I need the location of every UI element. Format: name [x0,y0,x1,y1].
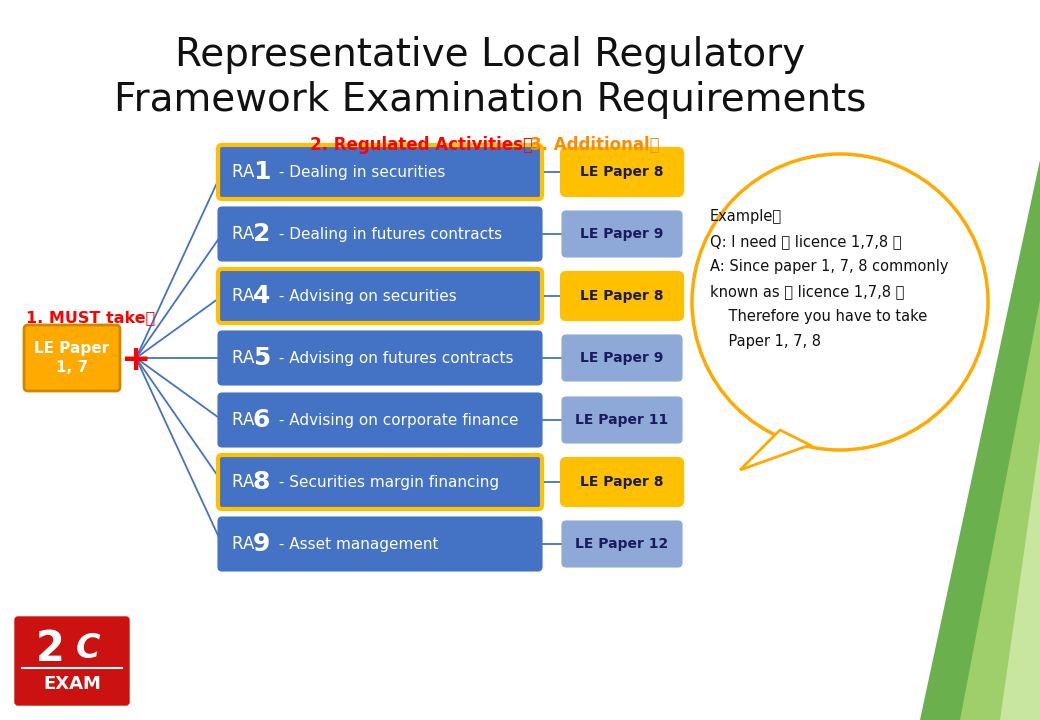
Text: +: + [120,343,151,377]
FancyBboxPatch shape [218,517,542,571]
Text: A: Since paper 1, 7, 8 commonly: A: Since paper 1, 7, 8 commonly [710,258,948,274]
Text: LE Paper 8: LE Paper 8 [580,289,664,303]
Text: LE Paper 12: LE Paper 12 [575,537,669,551]
Polygon shape [920,160,1040,720]
FancyBboxPatch shape [562,459,682,505]
Text: - Dealing in securities: - Dealing in securities [274,164,445,179]
Text: C: C [76,632,101,665]
Polygon shape [740,430,810,470]
Text: RA: RA [232,225,260,243]
Text: RA: RA [232,287,260,305]
Text: 2. Regulated Activities：: 2. Regulated Activities： [310,136,534,154]
FancyBboxPatch shape [562,273,682,319]
Text: Therefore you have to take: Therefore you have to take [710,309,928,324]
Text: RA: RA [232,473,260,491]
Text: 5: 5 [253,346,270,370]
Polygon shape [960,300,1040,720]
Text: - Securities margin financing: - Securities margin financing [274,474,499,490]
FancyBboxPatch shape [15,617,129,705]
Text: 1. MUST take：: 1. MUST take： [26,310,155,325]
Text: RA: RA [232,163,260,181]
Polygon shape [1000,440,1040,720]
FancyBboxPatch shape [562,397,682,443]
Text: EXAM: EXAM [43,675,101,693]
FancyBboxPatch shape [218,207,542,261]
Text: - Advising on corporate finance: - Advising on corporate finance [274,413,519,428]
FancyBboxPatch shape [562,335,682,381]
Text: LE Paper 8: LE Paper 8 [580,475,664,489]
Text: Q: I need 「 licence 1,7,8 」: Q: I need 「 licence 1,7,8 」 [710,234,902,248]
FancyBboxPatch shape [562,521,682,567]
FancyBboxPatch shape [24,325,120,391]
FancyBboxPatch shape [218,393,542,447]
Text: LE Paper 9: LE Paper 9 [580,227,664,241]
Text: - Dealing in futures contracts: - Dealing in futures contracts [274,227,502,241]
Text: LE Paper 8: LE Paper 8 [580,165,664,179]
Text: 1: 1 [253,160,270,184]
Text: LE Paper
1, 7: LE Paper 1, 7 [34,341,109,375]
Text: Paper 1, 7, 8: Paper 1, 7, 8 [710,333,821,348]
Text: - Advising on futures contracts: - Advising on futures contracts [274,351,514,366]
Text: LE Paper 9: LE Paper 9 [580,351,664,365]
Text: 8: 8 [253,470,270,494]
FancyBboxPatch shape [218,269,542,323]
Text: RA: RA [232,535,260,553]
Text: - Advising on securities: - Advising on securities [274,289,457,304]
Text: 3. Additional：: 3. Additional： [530,136,659,154]
Text: RA: RA [232,411,260,429]
Text: Example：: Example： [710,209,782,224]
FancyBboxPatch shape [218,331,542,385]
FancyBboxPatch shape [218,455,542,509]
Text: - Asset management: - Asset management [274,536,439,552]
Text: 9: 9 [253,532,270,556]
Text: 2: 2 [36,628,64,670]
Text: 4: 4 [253,284,270,308]
Text: Framework Examination Requirements: Framework Examination Requirements [113,81,866,119]
FancyBboxPatch shape [562,211,682,257]
FancyBboxPatch shape [218,145,542,199]
Text: 6: 6 [253,408,270,432]
Text: Representative Local Regulatory: Representative Local Regulatory [175,36,805,74]
FancyBboxPatch shape [562,149,682,195]
Text: RA: RA [232,349,260,367]
Text: 2: 2 [253,222,270,246]
Text: known as 「 licence 1,7,8 」: known as 「 licence 1,7,8 」 [710,284,905,299]
Circle shape [692,154,988,450]
Text: LE Paper 11: LE Paper 11 [575,413,669,427]
